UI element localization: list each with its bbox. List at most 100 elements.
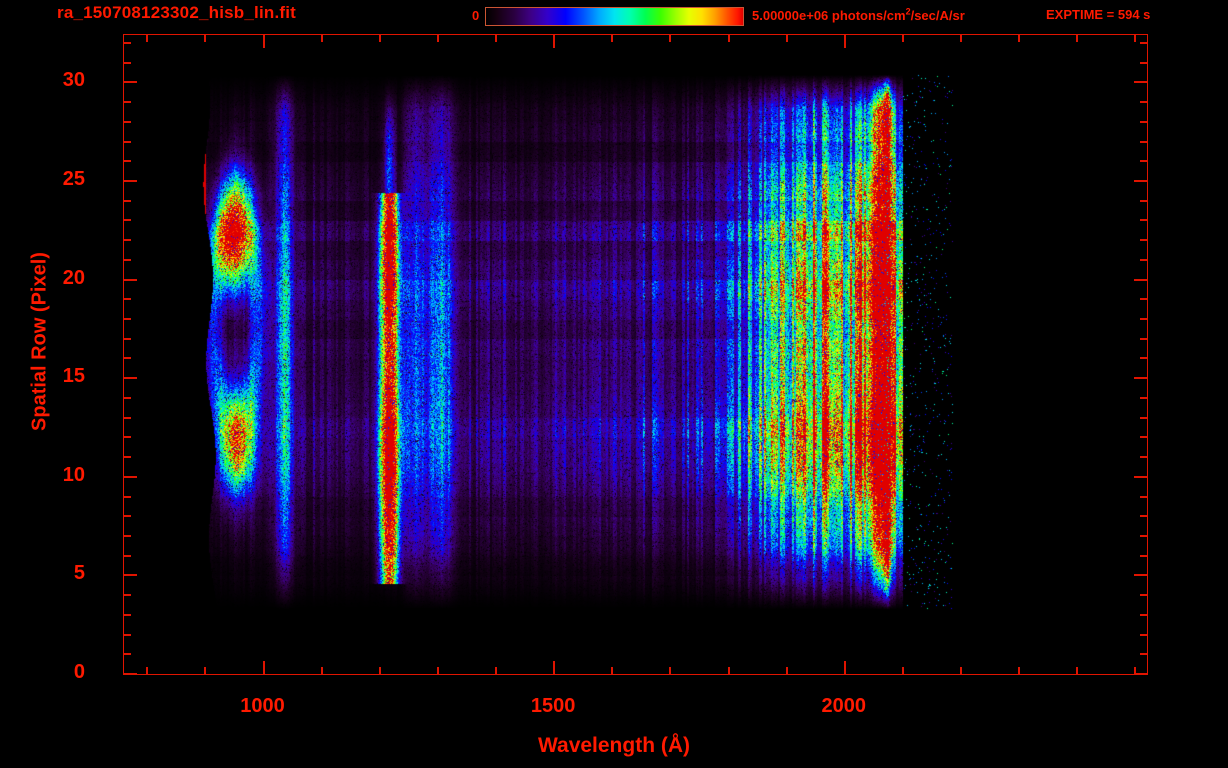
y-minor-tick-14 bbox=[124, 396, 131, 399]
y-minor-tick-27 bbox=[124, 140, 131, 143]
x-minor-tick-1600 bbox=[611, 667, 614, 674]
x-minor-tick-top-2200 bbox=[960, 35, 962, 42]
y-minor-tick-right-27 bbox=[1140, 140, 1147, 143]
y-major-tick-right-5 bbox=[1134, 574, 1147, 577]
y-axis-tick-label-30: 30 bbox=[62, 69, 85, 92]
spectral-image-canvas bbox=[124, 35, 1147, 674]
x-major-tick-top-1500 bbox=[553, 35, 556, 48]
x-axis-tick-label-1000: 1000 bbox=[240, 695, 285, 717]
y-major-tick-right-20 bbox=[1134, 278, 1147, 281]
y-minor-tick-13 bbox=[124, 416, 131, 419]
x-minor-tick-1900 bbox=[785, 667, 788, 674]
colorbar-min-label: 0 bbox=[472, 8, 480, 23]
y-minor-tick-right-22 bbox=[1140, 239, 1147, 242]
y-major-tick-25 bbox=[124, 179, 137, 182]
x-major-tick-top-2000 bbox=[843, 35, 846, 48]
y-minor-tick-29 bbox=[124, 101, 131, 104]
x-minor-tick-top-2300 bbox=[1018, 35, 1021, 42]
y-minor-tick-32 bbox=[124, 41, 131, 44]
y-axis-tick-label-20: 20 bbox=[62, 266, 85, 289]
x-minor-tick-2200 bbox=[960, 667, 962, 674]
y-major-tick-10 bbox=[124, 475, 137, 478]
y-minor-tick-right-6 bbox=[1140, 554, 1147, 557]
y-major-tick-right-25 bbox=[1134, 179, 1147, 182]
y-minor-tick-2 bbox=[124, 633, 131, 636]
y-axis-tick-label-0: 0 bbox=[73, 661, 85, 683]
y-minor-tick-12 bbox=[124, 436, 131, 439]
y-minor-tick-23 bbox=[124, 219, 131, 222]
y-minor-tick-right-13 bbox=[1140, 416, 1147, 419]
y-minor-tick-right-32 bbox=[1140, 41, 1147, 44]
x-major-tick-1000 bbox=[262, 661, 265, 674]
y-minor-tick-right-17 bbox=[1140, 337, 1147, 340]
y-minor-tick-right-24 bbox=[1140, 199, 1147, 202]
y-minor-tick-11 bbox=[124, 456, 131, 459]
x-minor-tick-1400 bbox=[495, 667, 497, 674]
x-minor-tick-top-900 bbox=[204, 35, 207, 42]
y-minor-tick-right-23 bbox=[1140, 219, 1147, 222]
x-minor-tick-1300 bbox=[436, 667, 439, 674]
y-minor-tick-26 bbox=[124, 160, 131, 163]
x-minor-tick-top-1400 bbox=[495, 35, 497, 42]
colorbar-units-exponent: 2 bbox=[905, 6, 911, 17]
y-minor-tick-22 bbox=[124, 239, 131, 242]
y-minor-tick-right-16 bbox=[1140, 357, 1147, 360]
y-minor-tick-3 bbox=[124, 613, 131, 616]
x-minor-tick-top-1900 bbox=[785, 35, 788, 42]
y-minor-tick-right-12 bbox=[1140, 436, 1147, 439]
y-minor-tick-right-26 bbox=[1140, 160, 1147, 163]
y-major-tick-15 bbox=[124, 377, 137, 380]
y-minor-tick-right-8 bbox=[1140, 515, 1147, 518]
y-minor-tick-28 bbox=[124, 120, 131, 123]
y-minor-tick-right-9 bbox=[1140, 495, 1147, 498]
y-minor-tick-right-29 bbox=[1140, 101, 1147, 104]
x-minor-tick-2100 bbox=[901, 667, 904, 674]
y-minor-tick-6 bbox=[124, 554, 131, 557]
x-minor-tick-1200 bbox=[378, 667, 381, 674]
colorbar-gradient bbox=[485, 7, 744, 26]
y-minor-tick-18 bbox=[124, 318, 131, 320]
y-minor-tick-right-31 bbox=[1140, 61, 1147, 64]
colorbar-units-suffix: /sec/A/sr bbox=[910, 8, 965, 23]
y-minor-tick-7 bbox=[124, 534, 131, 537]
x-minor-tick-top-2400 bbox=[1076, 35, 1079, 42]
x-minor-tick-top-1600 bbox=[611, 35, 614, 42]
y-minor-tick-17 bbox=[124, 337, 131, 340]
y-minor-tick-right-14 bbox=[1140, 396, 1147, 399]
y-minor-tick-right-11 bbox=[1140, 456, 1147, 459]
y-minor-tick-31 bbox=[124, 61, 131, 64]
colorbar-max-value: 5.00000e+06 bbox=[752, 8, 829, 23]
y-minor-tick-21 bbox=[124, 258, 131, 261]
y-axis-tick-label-15: 15 bbox=[62, 365, 85, 388]
y-major-tick-30 bbox=[124, 81, 137, 84]
y-minor-tick-16 bbox=[124, 357, 131, 360]
y-axis-tick-label-10: 10 bbox=[62, 463, 85, 486]
y-minor-tick-right-3 bbox=[1140, 613, 1147, 616]
y-minor-tick-right-2 bbox=[1140, 633, 1147, 636]
x-major-tick-top-1000 bbox=[262, 35, 265, 48]
x-axis-tick-label-2000: 2000 bbox=[821, 695, 867, 717]
y-axis-tick-label-25: 25 bbox=[62, 167, 85, 190]
colorbar-units-prefix: photons/cm bbox=[828, 8, 906, 23]
y-minor-tick-right-1 bbox=[1140, 653, 1147, 656]
x-minor-tick-2500 bbox=[1134, 667, 1137, 674]
y-minor-tick-right-18 bbox=[1140, 318, 1147, 320]
plot-frame bbox=[123, 34, 1148, 675]
x-minor-tick-top-1200 bbox=[378, 35, 381, 42]
y-major-tick-0 bbox=[124, 673, 137, 674]
exposure-time-label: EXPTIME = 594 s bbox=[1046, 7, 1151, 22]
x-minor-tick-top-1700 bbox=[669, 35, 672, 42]
x-minor-tick-top-2500 bbox=[1134, 35, 1137, 42]
y-minor-tick-1 bbox=[124, 653, 131, 656]
fits-filename-title: ra_150708123302_hisb_lin.fit bbox=[57, 3, 297, 22]
y-minor-tick-right-19 bbox=[1140, 298, 1147, 301]
y-axis-tick-label-5: 5 bbox=[73, 562, 85, 585]
y-minor-tick-8 bbox=[124, 515, 131, 518]
x-minor-tick-top-2100 bbox=[901, 35, 904, 42]
y-minor-tick-right-7 bbox=[1140, 534, 1147, 537]
y-minor-tick-24 bbox=[124, 199, 131, 202]
x-minor-tick-1700 bbox=[669, 667, 672, 674]
x-minor-tick-900 bbox=[204, 667, 207, 674]
y-minor-tick-right-28 bbox=[1140, 120, 1147, 123]
y-major-tick-right-0 bbox=[1134, 673, 1147, 674]
